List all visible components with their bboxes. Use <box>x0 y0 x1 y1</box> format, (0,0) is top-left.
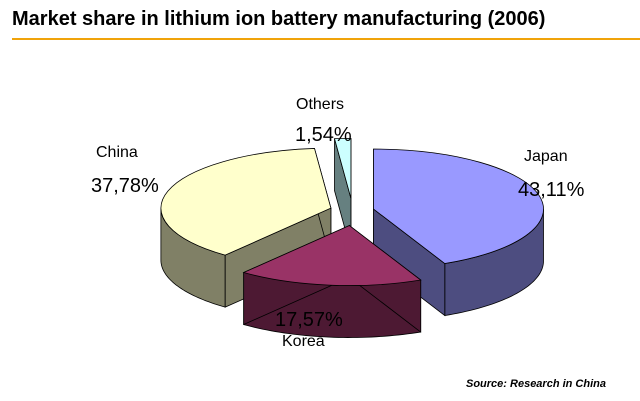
chart-title: Market share in lithium ion battery manu… <box>12 8 546 30</box>
slice-name-others: Others <box>296 96 345 113</box>
slice-name-japan: Japan <box>524 148 568 165</box>
slice-japan <box>373 148 544 264</box>
source-note: Source: Research in China <box>466 378 606 390</box>
slice-label-china: 37,78% <box>91 175 159 197</box>
slice-others <box>333 137 352 199</box>
slice-label-korea: 17,57% <box>275 309 343 331</box>
slice-label-others: 1,54% <box>295 124 352 146</box>
slice-name-china: China <box>96 144 138 161</box>
slice-korea <box>242 225 422 286</box>
title-underline <box>12 38 640 40</box>
slice-name-korea: Korea <box>282 333 325 350</box>
slice-label-japan: 43,11% <box>518 179 585 201</box>
slice-china <box>160 148 332 256</box>
